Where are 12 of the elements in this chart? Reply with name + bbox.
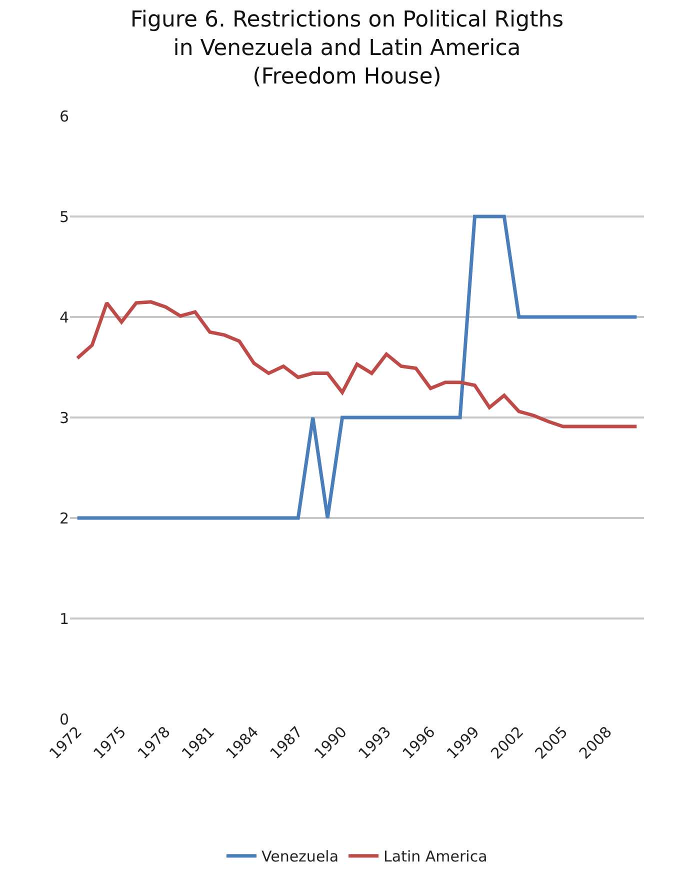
y-tick-label: 3 — [59, 408, 69, 427]
y-tick-label: 6 — [59, 107, 69, 126]
y-tick-label: 5 — [59, 208, 69, 226]
y-tick-label: 4 — [59, 308, 69, 326]
y-tick-label: 1 — [59, 610, 69, 628]
y-tick-label: 0 — [59, 710, 69, 728]
y-tick-label: 2 — [59, 509, 69, 528]
legend-label: Latin America — [384, 848, 488, 866]
chart-title: Figure 6. Restrictions on Political Rigths in Venezuela and Latin America (Freedom House) — [130, 7, 564, 90]
line-series — [76, 214, 638, 520]
legend-label: Venezuela — [262, 848, 339, 866]
line-series — [76, 300, 638, 428]
